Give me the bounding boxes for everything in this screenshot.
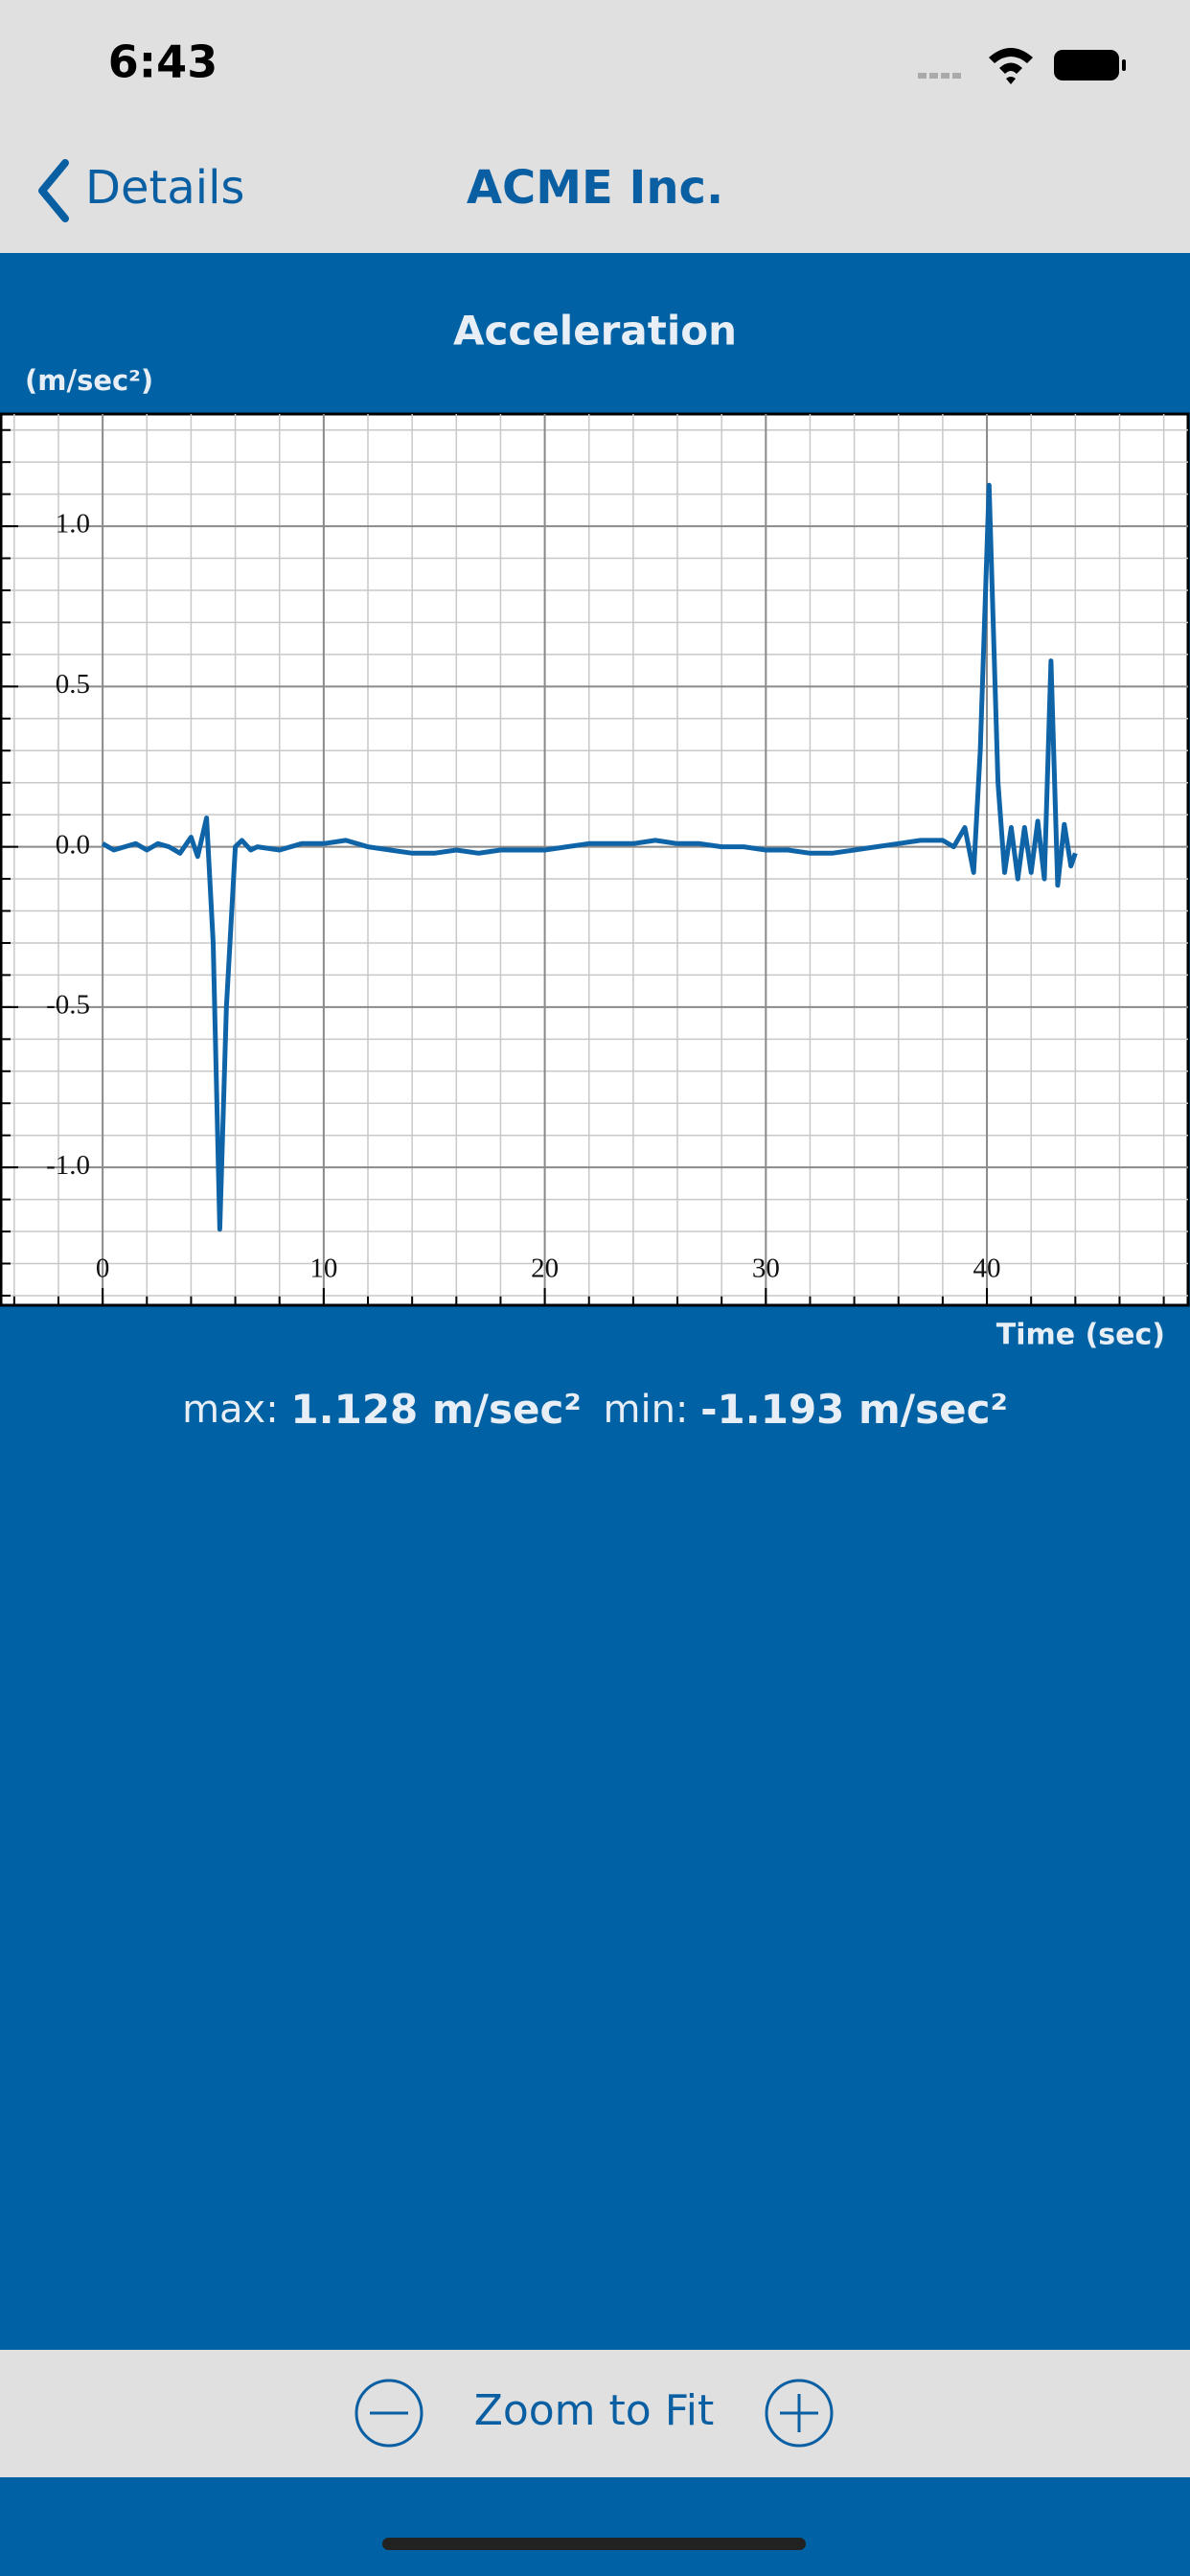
back-label[interactable]: Details bbox=[85, 161, 244, 215]
status-icons bbox=[918, 48, 1126, 84]
x-tick-label: 10 bbox=[309, 1254, 337, 1284]
back-button[interactable]: Details bbox=[38, 159, 244, 222]
stats-line: max: 1.128 m/sec² min: -1.193 m/sec² bbox=[182, 1386, 1008, 1433]
y-axis-label: (m/sec²) bbox=[25, 364, 153, 397]
zoom-in-button[interactable] bbox=[765, 2379, 834, 2448]
min-label: min: bbox=[604, 1388, 689, 1432]
data-line bbox=[101, 482, 1078, 1232]
plot-area bbox=[0, 412, 1190, 1307]
plot: 0 10 20 30 40 -1.0 -0.5 0.0 0.5 1.0 bbox=[1, 414, 1188, 1305]
max-label: max: bbox=[182, 1388, 279, 1432]
zoom-out-button[interactable] bbox=[355, 2379, 423, 2448]
max-value: 1.128 m/sec² bbox=[290, 1386, 581, 1433]
min-value: -1.193 m/sec² bbox=[700, 1386, 1008, 1433]
nav-title: ACME Inc. bbox=[467, 161, 723, 215]
nav-background bbox=[0, 0, 1190, 253]
zoom-to-fit-button[interactable]: Zoom to Fit bbox=[474, 2386, 715, 2435]
y-tick-label: 1.0 bbox=[56, 509, 90, 540]
bottom-background bbox=[0, 2477, 1190, 2576]
x-axis-label: Time (sec) bbox=[996, 1319, 1165, 1352]
y-tick-label: 0.0 bbox=[56, 829, 90, 860]
stats: max: 1.128 m/sec² min: -1.193 m/sec² bbox=[182, 1386, 1008, 1433]
x-tick-label: 40 bbox=[973, 1254, 1001, 1284]
y-tick-label: 0.5 bbox=[56, 669, 90, 700]
y-tick-label: -0.5 bbox=[46, 990, 90, 1021]
status-time: 6:43 bbox=[108, 36, 217, 88]
home-indicator bbox=[382, 2538, 806, 2550]
x-tick-label: 30 bbox=[752, 1254, 780, 1284]
toolbar bbox=[0, 2350, 1190, 2477]
x-tick-label: 0 bbox=[96, 1254, 110, 1284]
y-tick-label: -1.0 bbox=[46, 1150, 90, 1181]
x-tick-label: 20 bbox=[531, 1254, 559, 1284]
chart-title: Acceleration bbox=[453, 308, 737, 355]
